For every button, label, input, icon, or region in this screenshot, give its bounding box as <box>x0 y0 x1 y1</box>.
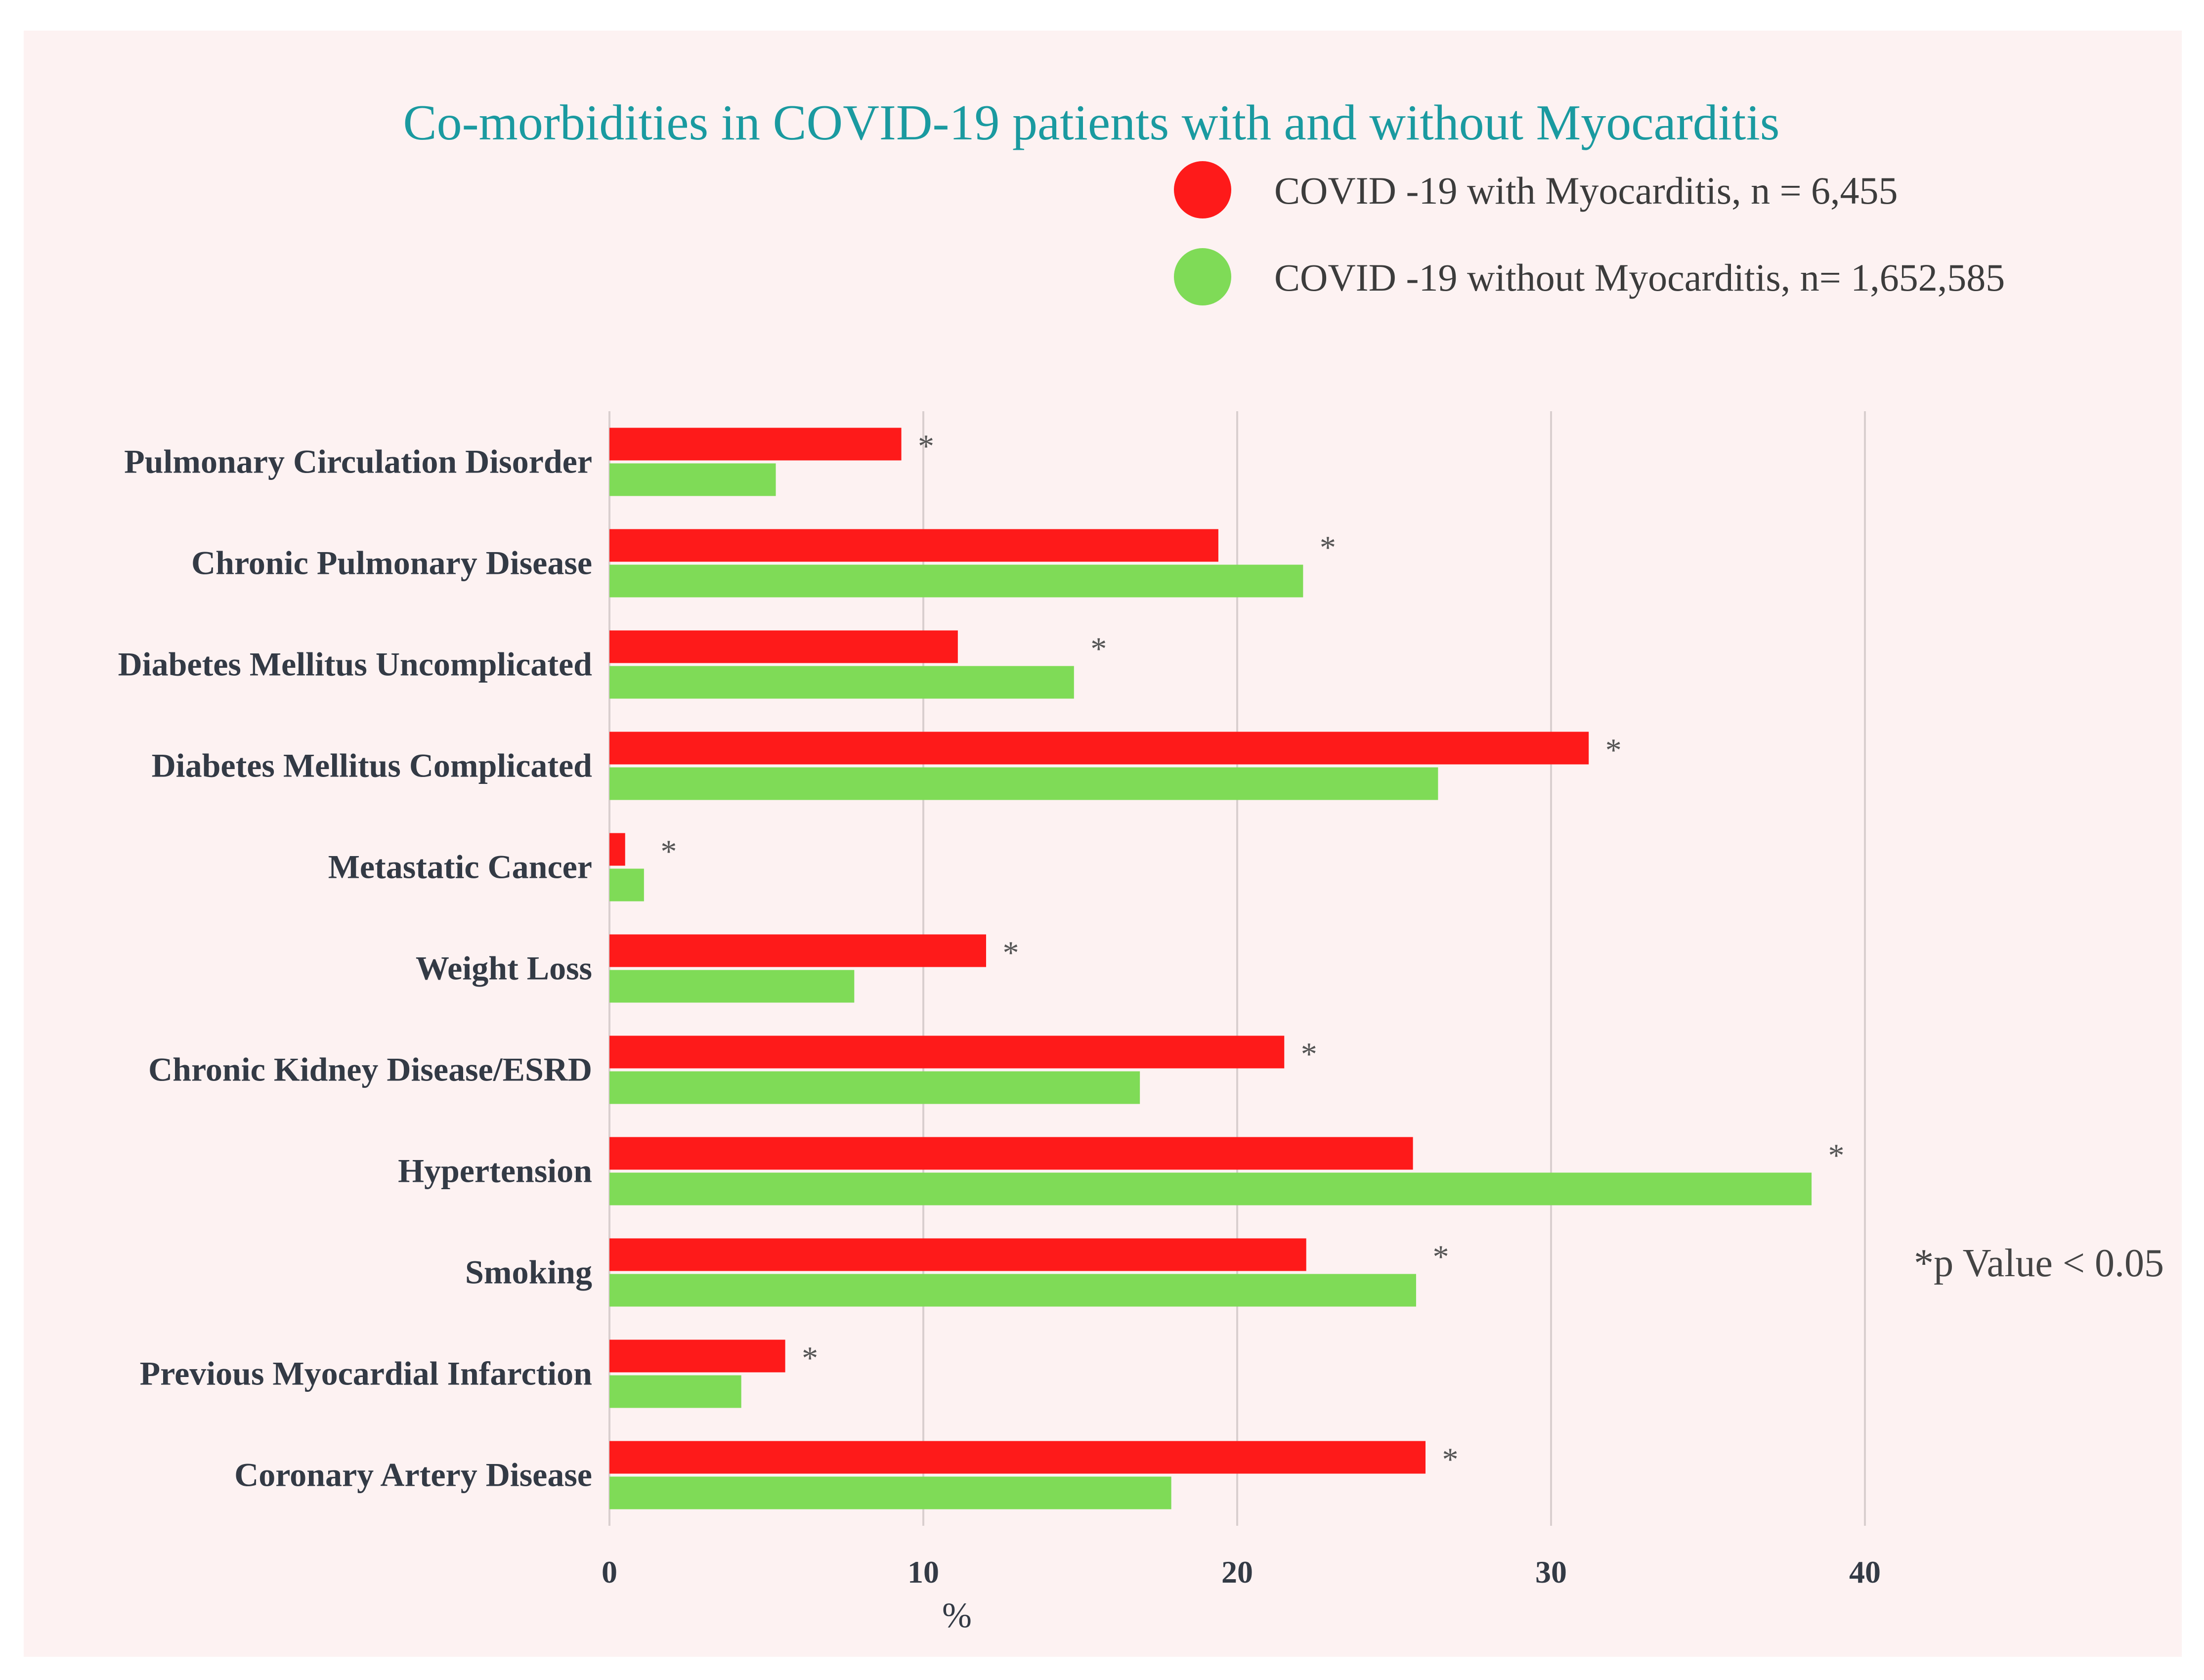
x-tick-label: 40 <box>1849 1554 1881 1590</box>
x-tick-label: 30 <box>1535 1554 1567 1590</box>
category-label: Previous Myocardial Infarction <box>140 1355 592 1392</box>
significance-star: * <box>1828 1138 1845 1174</box>
bar-without-myocarditis <box>609 868 644 902</box>
bar-without-myocarditis <box>609 1476 1171 1509</box>
category-label: Pulmonary Circulation Disorder <box>124 443 592 480</box>
significance-star: * <box>1090 631 1107 667</box>
significance-star: * <box>802 1340 818 1377</box>
significance-star: * <box>1442 1442 1459 1478</box>
category-label: Coronary Artery Disease <box>234 1456 592 1494</box>
bar-with-myocarditis <box>609 1441 1426 1474</box>
bar-without-myocarditis <box>609 666 1074 699</box>
significance-star: * <box>1003 935 1019 971</box>
significance-star: * <box>918 429 934 465</box>
bar-with-myocarditis <box>609 1035 1285 1069</box>
bar-with-myocarditis <box>609 732 1589 765</box>
bar-with-myocarditis <box>609 934 986 967</box>
bar-without-myocarditis <box>609 1274 1416 1307</box>
significance-star: * <box>1301 1036 1317 1073</box>
category-label: Chronic Kidney Disease/ESRD <box>148 1051 592 1088</box>
x-tick-label: 10 <box>908 1554 939 1590</box>
legend: COVID -19 with Myocarditis, n = 6,455 CO… <box>1174 161 2005 305</box>
significance-star: * <box>1320 530 1336 566</box>
category-label: Metastatic Cancer <box>328 848 592 886</box>
bar-without-myocarditis <box>609 1172 1812 1206</box>
bar-without-myocarditis <box>609 1375 741 1408</box>
bar-without-myocarditis <box>609 564 1303 598</box>
bar-chart: Co-morbidities in COVID-19 patients with… <box>118 95 2164 1635</box>
significance-star: * <box>660 834 677 870</box>
category-label: Chronic Pulmonary Disease <box>191 544 592 582</box>
chart-panel: Co-morbidities in COVID-19 patients with… <box>24 31 2182 1657</box>
legend-label-with-myocarditis: COVID -19 with Myocarditis, n = 6,455 <box>1274 169 1898 212</box>
significance-star: * <box>1605 732 1622 769</box>
category-label: Diabetes Mellitus Complicated <box>152 747 593 784</box>
bar-without-myocarditis <box>609 767 1438 800</box>
x-tick-label: 20 <box>1221 1554 1253 1590</box>
bar-with-myocarditis <box>609 630 958 663</box>
legend-label-without-myocarditis: COVID -19 without Myocarditis, n= 1,652,… <box>1274 256 2005 299</box>
bar-without-myocarditis <box>609 463 776 496</box>
bar-with-myocarditis <box>609 833 625 866</box>
significance-star: * <box>1432 1239 1449 1275</box>
category-label: Weight Loss <box>416 949 592 987</box>
category-labels: Pulmonary Circulation Disorder Chronic Pu… <box>118 443 593 1494</box>
bar-with-myocarditis <box>609 529 1218 562</box>
bars <box>609 428 1812 1509</box>
bar-without-myocarditis <box>609 1071 1140 1104</box>
bar-with-myocarditis <box>609 428 902 461</box>
legend-swatch-with-myocarditis <box>1174 161 1231 218</box>
category-label: Smoking <box>465 1253 592 1291</box>
category-label: Hypertension <box>398 1152 592 1190</box>
p-value-note: *p Value < 0.05 <box>1914 1242 2164 1285</box>
significance-markers: * * * * * * * * * * * <box>660 429 1844 1478</box>
x-tick-label: 0 <box>602 1554 617 1590</box>
bar-without-myocarditis <box>609 970 855 1003</box>
legend-swatch-without-myocarditis <box>1174 248 1231 305</box>
bar-with-myocarditis <box>609 1137 1413 1170</box>
bar-with-myocarditis <box>609 1339 785 1373</box>
bar-with-myocarditis <box>609 1238 1306 1271</box>
chart-title: Co-morbidities in COVID-19 patients with… <box>403 95 1780 151</box>
category-label: Diabetes Mellitus Uncomplicated <box>118 646 593 683</box>
x-axis-label: % <box>942 1595 972 1635</box>
x-axis-ticks: 0 10 20 30 40 <box>602 1554 1881 1590</box>
